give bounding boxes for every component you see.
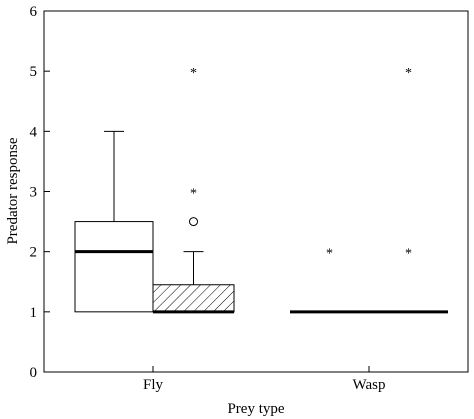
y-tick-label: 1	[30, 305, 38, 321]
box-body	[74, 221, 154, 313]
box-fly-hatched: **	[152, 66, 235, 314]
y-tick-label: 5	[30, 64, 38, 80]
box-fly-plain	[74, 130, 154, 313]
extreme-point: *	[326, 247, 333, 262]
y-tick-label: 0	[30, 365, 38, 381]
box-wasp-plain: *	[290, 247, 369, 314]
box-series: *** **	[74, 66, 448, 314]
outlier-point	[189, 217, 198, 227]
y-axis-label: Predator response	[5, 137, 21, 244]
extreme-point: *	[190, 187, 197, 202]
y-tick-label: 2	[30, 245, 38, 261]
box-body	[152, 284, 235, 313]
extreme-point: *	[405, 66, 412, 81]
y-tick-label: 3	[30, 185, 38, 201]
y-tick-label: 4	[30, 124, 38, 140]
x-axis-label: Prey type	[227, 401, 284, 417]
y-tick-label: 6	[30, 4, 38, 20]
x-axis-categories: Fly Wasp	[143, 366, 385, 393]
x-category-label: Wasp	[353, 377, 386, 393]
extreme-point: *	[190, 66, 197, 81]
plot-frame	[43, 10, 469, 373]
box-wasp-hatched: **	[369, 66, 448, 314]
x-category-label: Fly	[143, 377, 164, 393]
y-axis-ticks: 0 1 2 3 4 5 6	[30, 4, 50, 381]
extreme-point: *	[405, 247, 412, 262]
